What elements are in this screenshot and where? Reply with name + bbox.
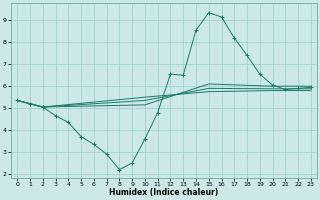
X-axis label: Humidex (Indice chaleur): Humidex (Indice chaleur) — [109, 188, 219, 197]
